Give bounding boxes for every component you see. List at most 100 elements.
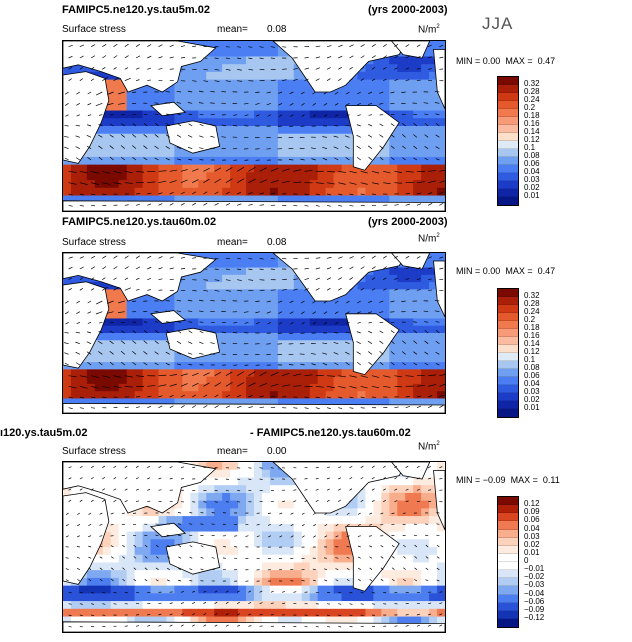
stress-vector xyxy=(176,90,182,93)
stress-vector xyxy=(338,287,342,291)
field-cell xyxy=(102,531,112,540)
stress-vector xyxy=(155,330,159,334)
field-cell xyxy=(222,296,231,305)
field-cell xyxy=(158,354,168,363)
field-cell xyxy=(206,172,215,181)
field-cell xyxy=(102,554,112,564)
stress-vector xyxy=(428,395,433,398)
field-cell xyxy=(277,260,287,269)
field-cell xyxy=(421,616,430,625)
stress-vector xyxy=(106,311,114,314)
field-cell xyxy=(421,71,430,81)
field-cell xyxy=(78,376,88,385)
stress-vector xyxy=(435,123,440,127)
field-cell xyxy=(413,79,422,88)
field-cell xyxy=(437,325,445,334)
stress-vector xyxy=(326,267,332,270)
field-cell xyxy=(301,87,311,96)
colorbar-tick-label: 0.02 xyxy=(524,395,540,404)
field-cell xyxy=(222,156,231,166)
stress-vector xyxy=(88,578,92,582)
field-cell xyxy=(397,156,406,166)
field-cell xyxy=(182,608,191,618)
field-cell xyxy=(102,585,112,594)
field-cell xyxy=(86,376,96,385)
field-cell xyxy=(285,347,295,356)
stress-vector xyxy=(304,67,309,70)
field-cell xyxy=(397,601,406,610)
field-cell xyxy=(413,477,422,486)
stress-vector xyxy=(360,266,365,270)
field-cell xyxy=(325,585,335,594)
field-cell xyxy=(405,500,414,509)
field-cell xyxy=(230,462,239,471)
stress-vector xyxy=(368,123,373,127)
field-cell xyxy=(389,608,398,618)
field-cell xyxy=(134,547,144,556)
field-cell xyxy=(397,593,406,602)
field-cell xyxy=(269,354,279,363)
field-cell xyxy=(429,601,438,610)
field-cell xyxy=(437,141,445,150)
stress-vector xyxy=(180,373,188,377)
panel-2-minmax: MIN = 0.00 MAX = 0.47 xyxy=(456,266,556,276)
field-cell xyxy=(198,485,207,494)
field-cell xyxy=(421,383,430,392)
field-cell xyxy=(333,325,343,334)
stress-vector xyxy=(338,603,342,605)
field-cell xyxy=(397,562,406,571)
panel-3-title-right: - FAMIPC5.ne120.ys.tau60m.02 xyxy=(250,427,411,439)
field-cell xyxy=(421,531,430,540)
stress-vector xyxy=(259,57,264,60)
field-cell xyxy=(198,195,207,204)
field-cell xyxy=(261,195,271,204)
field-cell xyxy=(94,383,104,392)
stress-vector xyxy=(144,567,148,570)
field-cell xyxy=(150,318,160,327)
stress-vector xyxy=(293,385,302,387)
field-cell xyxy=(63,391,72,400)
field-cell xyxy=(214,333,223,341)
field-cell xyxy=(285,398,295,407)
field-cell xyxy=(261,601,271,610)
field-cell xyxy=(102,141,112,150)
field-cell xyxy=(429,523,438,533)
colorbar-tick-label: 0.14 xyxy=(524,127,540,136)
field-cell xyxy=(134,398,144,407)
stress-vector xyxy=(154,362,159,366)
field-cell xyxy=(110,354,120,363)
field-cell xyxy=(158,398,168,407)
stress-vector xyxy=(293,500,297,502)
field-cell xyxy=(429,539,438,548)
field-cell xyxy=(198,282,207,290)
land-mass xyxy=(390,41,431,59)
stress-vector xyxy=(248,406,253,409)
field-cell xyxy=(285,577,295,587)
stress-vector xyxy=(180,256,186,259)
stress-vector xyxy=(180,613,184,616)
field-cell xyxy=(333,554,343,564)
field-cell xyxy=(389,195,398,204)
field-cell xyxy=(309,340,319,349)
field-cell xyxy=(341,376,351,385)
field-cell xyxy=(397,340,406,349)
stress-vector xyxy=(416,79,421,82)
stress-vector xyxy=(169,602,173,605)
stress-vector xyxy=(259,46,264,48)
field-cell xyxy=(174,79,183,88)
field-cell xyxy=(317,562,327,571)
field-cell xyxy=(405,126,414,135)
field-cell xyxy=(126,333,136,341)
stress-vector xyxy=(155,567,159,570)
field-cell xyxy=(63,585,72,594)
stress-vector xyxy=(248,602,252,604)
field-cell xyxy=(373,391,382,400)
field-cell xyxy=(254,354,263,363)
stress-vector xyxy=(304,170,313,172)
stress-vector xyxy=(436,534,440,537)
field-cell xyxy=(190,102,199,112)
stress-vector xyxy=(379,330,384,334)
stress-vector xyxy=(165,134,170,138)
field-cell xyxy=(373,56,382,65)
field-cell xyxy=(261,187,271,197)
